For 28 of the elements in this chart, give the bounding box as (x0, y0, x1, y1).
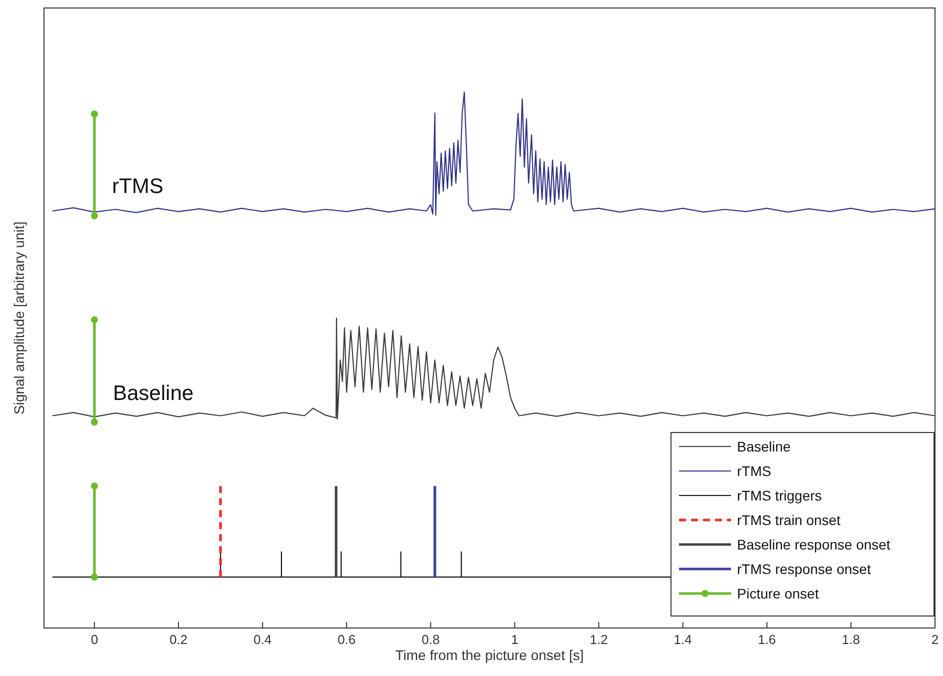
x-tick-label: 1.8 (842, 632, 860, 647)
legend-label: Baseline response onset (737, 536, 890, 552)
legend-label: Baseline (737, 438, 791, 454)
annotation: Baseline (113, 382, 194, 405)
y-axis-title: Signal amplitude [arbitrary unit] (11, 222, 27, 414)
point (90, 574, 98, 581)
legend-label: rTMS (737, 463, 772, 479)
point (90, 110, 98, 118)
point (90, 212, 98, 220)
x-tick-label: 0 (90, 632, 98, 647)
x-tick-label: 0.4 (254, 632, 272, 647)
point (90, 316, 98, 324)
legend-label: rTMS response onset (737, 561, 871, 577)
legend-label: Picture onset (737, 586, 819, 602)
x-tick-label: 1.4 (674, 632, 692, 647)
x-axis-title: Time from the picture onset [s] (395, 647, 584, 663)
legend-label: rTMS triggers (737, 488, 822, 504)
point (90, 482, 98, 490)
point (90, 418, 98, 426)
annotation: rTMS (112, 175, 164, 198)
x-tick-label: 1.2 (590, 632, 608, 647)
legend-label: rTMS train onset (737, 512, 841, 528)
x-tick-label: 0.6 (338, 632, 356, 647)
x-tick-label: 1.6 (758, 632, 776, 647)
x-tick-label: 1 (511, 632, 518, 647)
x-tick-label: 2 (931, 632, 939, 647)
x-tick-label: 0.8 (422, 632, 440, 647)
x-tick-label: 0.2 (169, 632, 188, 647)
